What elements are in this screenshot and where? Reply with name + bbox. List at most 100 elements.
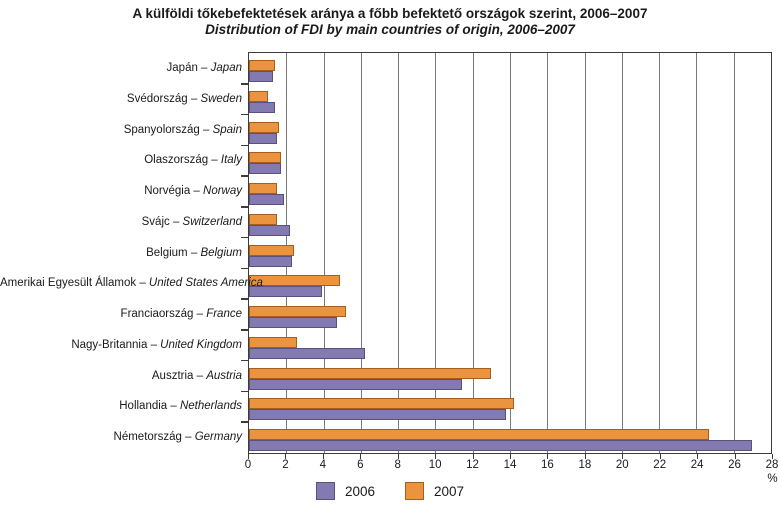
- gridline-20: [621, 53, 623, 453]
- x-tick-10: [435, 454, 437, 459]
- y-tick-12: [241, 421, 249, 423]
- chart-title-hungarian: A külföldi tőkebefektetések aránya a főb…: [132, 6, 648, 21]
- bar-2006-spain: [249, 132, 277, 144]
- bar-group-austria: [249, 361, 771, 392]
- category-label-norway: Norvégia – Norway: [144, 185, 242, 198]
- legend-swatch-2007: [405, 482, 424, 500]
- y-tick-2: [241, 113, 249, 116]
- x-tick-label-2: 2: [282, 459, 289, 471]
- category-label-united-states-america: Amerikai Egyesült Államok – United State…: [0, 277, 263, 290]
- category-label-netherlands: Hollandia – Netherlands: [119, 400, 242, 413]
- x-tick-8: [397, 454, 399, 459]
- x-tick-label-8: 8: [394, 459, 401, 471]
- x-axis-unit-label: %: [767, 473, 778, 485]
- x-tick-label-12: 12: [466, 459, 479, 471]
- y-tick-3: [241, 144, 249, 147]
- category-label-austria: Ausztria – Austria: [151, 369, 242, 382]
- bar-2007-norway: [249, 183, 277, 195]
- bar-2006-sweden: [249, 101, 276, 113]
- chart-title-english: Distribution of FDI by main countries of…: [205, 22, 575, 37]
- bar-group-japan: [249, 53, 771, 84]
- legend: 2006 2007: [0, 482, 780, 500]
- bar-group-norway: [249, 176, 771, 207]
- bar-group-switzerland: [249, 207, 771, 238]
- gridline-12: [472, 53, 474, 453]
- y-tick-10: [241, 359, 249, 362]
- x-tick-label-20: 20: [615, 459, 629, 471]
- bar-2007-belgium: [249, 244, 294, 256]
- bar-group-netherlands: [249, 391, 771, 422]
- bar-2006-germany: [249, 440, 753, 452]
- y-tick-8: [241, 298, 249, 300]
- bar-2006-switzerland: [249, 224, 290, 236]
- category-label-belgium: Belgium – Belgium: [146, 246, 242, 259]
- bar-2007-spain: [249, 121, 279, 133]
- bar-2007-netherlands: [249, 398, 514, 410]
- gridline-6: [360, 53, 362, 453]
- x-tick-20: [622, 454, 624, 459]
- bar-group-italy: [249, 145, 771, 176]
- bar-2007-united-kingdom: [249, 336, 298, 348]
- category-label-spain: Spanyolország – Spain: [123, 123, 242, 136]
- gridline-8: [398, 53, 400, 453]
- bar-group-france: [249, 299, 771, 330]
- legend-label-2007: 2007: [434, 483, 465, 499]
- bar-2006-austria: [249, 378, 462, 390]
- bar-2007-united-states-america: [249, 275, 341, 287]
- x-tick-2: [285, 454, 287, 459]
- legend-label-2006: 2006: [344, 483, 375, 499]
- gridline-10: [435, 53, 437, 453]
- bar-2006-france: [249, 317, 337, 329]
- x-tick-label-0: 0: [244, 459, 252, 471]
- x-tick-22: [659, 454, 661, 459]
- y-tick-9: [241, 329, 249, 331]
- gridline-14: [510, 53, 511, 453]
- x-tick-14: [510, 454, 511, 459]
- bar-group-germany: [249, 422, 771, 453]
- y-tick-6: [241, 236, 249, 239]
- bar-2007-austria: [249, 367, 492, 379]
- x-tick-label-26: 26: [728, 459, 741, 471]
- gridline-18: [584, 53, 586, 453]
- y-tick-1: [241, 83, 249, 85]
- bar-2007-france: [249, 306, 346, 318]
- x-tick-16: [547, 454, 549, 459]
- bar-2007-sweden: [249, 90, 268, 102]
- bar-group-spain: [249, 115, 771, 146]
- x-tick-label-16: 16: [541, 459, 554, 471]
- y-tick-11: [241, 390, 249, 393]
- bar-group-united-kingdom: [249, 330, 771, 361]
- gridline-16: [547, 53, 549, 453]
- bar-2006-netherlands: [249, 409, 507, 421]
- x-tick-label-6: 6: [357, 459, 364, 471]
- x-tick-label-18: 18: [578, 459, 592, 471]
- y-tick-7: [241, 267, 249, 270]
- x-tick-12: [472, 454, 474, 459]
- bar-2006-belgium: [249, 255, 292, 267]
- x-tick-label-10: 10: [428, 459, 442, 471]
- bar-group-belgium: [249, 238, 771, 269]
- y-tick-5: [241, 206, 249, 208]
- bar-2007-switzerland: [249, 213, 277, 225]
- y-tick-4: [241, 175, 249, 177]
- x-tick-6: [360, 454, 362, 459]
- chart-title: A külföldi tőkebefektetések aránya a főb…: [0, 6, 780, 38]
- x-tick-24: [697, 454, 699, 459]
- bar-2007-japan: [249, 60, 276, 71]
- x-tick-label-22: 22: [653, 459, 667, 471]
- x-tick-label-28: 28: [765, 459, 779, 471]
- bar-2006-united-states-america: [249, 286, 322, 298]
- gridline-24: [696, 53, 698, 453]
- x-tick-26: [734, 454, 736, 459]
- x-tick-28: [772, 454, 773, 459]
- legend-item-2006: 2006: [315, 482, 375, 500]
- x-tick-label-4: 4: [319, 459, 327, 471]
- category-label-sweden: Svédország – Sweden: [126, 92, 242, 105]
- category-label-switzerland: Svájc – Switzerland: [141, 215, 242, 228]
- x-tick-18: [584, 454, 586, 459]
- category-label-united-kingdom: Nagy-Britannia – United Kingdom: [71, 338, 242, 351]
- category-label-italy: Olaszország – Italy: [144, 154, 242, 167]
- x-tick-4: [322, 454, 324, 459]
- bar-group-sweden: [249, 84, 771, 115]
